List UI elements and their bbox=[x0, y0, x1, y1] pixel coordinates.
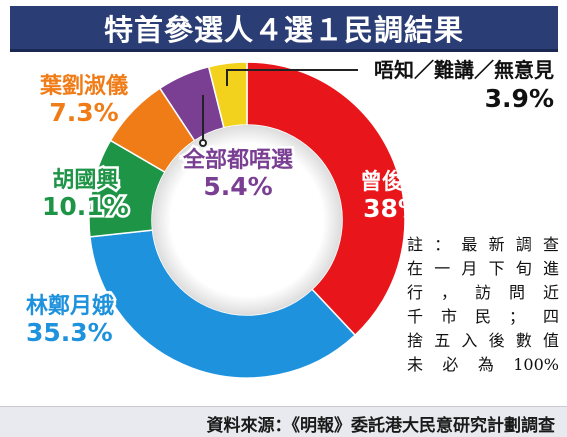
label-woo: 胡國興 10.1% bbox=[40, 167, 132, 222]
footnote-line: 行，訪問近 bbox=[407, 283, 559, 302]
slice-label-name: 林鄭月娥 bbox=[23, 293, 116, 320]
slice-label-value: 7.3% bbox=[47, 98, 121, 128]
leader-dot-none bbox=[199, 139, 207, 147]
slice-label-name: 曾俊華 bbox=[360, 170, 427, 195]
slice-label-value: 35.3% bbox=[23, 318, 115, 348]
donut-slice-1 bbox=[89, 229, 357, 379]
slice-label-name: 胡國興 bbox=[50, 167, 121, 194]
slice-label-value: 10.1% bbox=[40, 192, 132, 222]
source-text: 資料來源：《明報》委託港大民意研究計劃調查 bbox=[206, 416, 556, 436]
footnote-line: 千市民；四 bbox=[407, 307, 559, 326]
footnote-line: 在一月下旬進 bbox=[407, 259, 559, 278]
slice-label-name: 全部都唔選 bbox=[180, 147, 295, 174]
label-none: 全部都唔選 5.4% bbox=[180, 147, 295, 202]
slice-label-name: 葉劉淑儀 bbox=[37, 73, 130, 100]
footnote: 註：最新調查 在一月下旬進 行，訪問近 千市民；四 捨五入後數值 未必為100% bbox=[407, 233, 559, 377]
label-ip: 葉劉淑儀 7.3% bbox=[37, 73, 130, 128]
leader-line-dont-know bbox=[226, 69, 358, 86]
donut-hole bbox=[152, 125, 342, 315]
slice-label-value: 3.9% bbox=[484, 84, 554, 113]
slice-label-name: 唔知／難講／無意見 bbox=[374, 58, 554, 82]
footnote-line: 捨五入後數值 bbox=[407, 331, 559, 350]
slice-label-value: 38% bbox=[363, 194, 423, 223]
chart-title: 特首參選人４選１民調結果 bbox=[10, 6, 558, 52]
label-tsang: 曾俊華 38% bbox=[360, 170, 427, 223]
footnote-line: 未必為100% bbox=[407, 355, 559, 374]
label-lam: 林鄭月娥 35.3% bbox=[23, 293, 116, 348]
label-dont-know: 唔知／難講／無意見 3.9% bbox=[364, 60, 554, 111]
source-bar: 資料來源：《明報》委託港大民意研究計劃調查 bbox=[0, 406, 567, 437]
footnote-line: 註：最新調查 bbox=[407, 235, 559, 254]
slice-label-value: 5.4% bbox=[201, 172, 275, 202]
